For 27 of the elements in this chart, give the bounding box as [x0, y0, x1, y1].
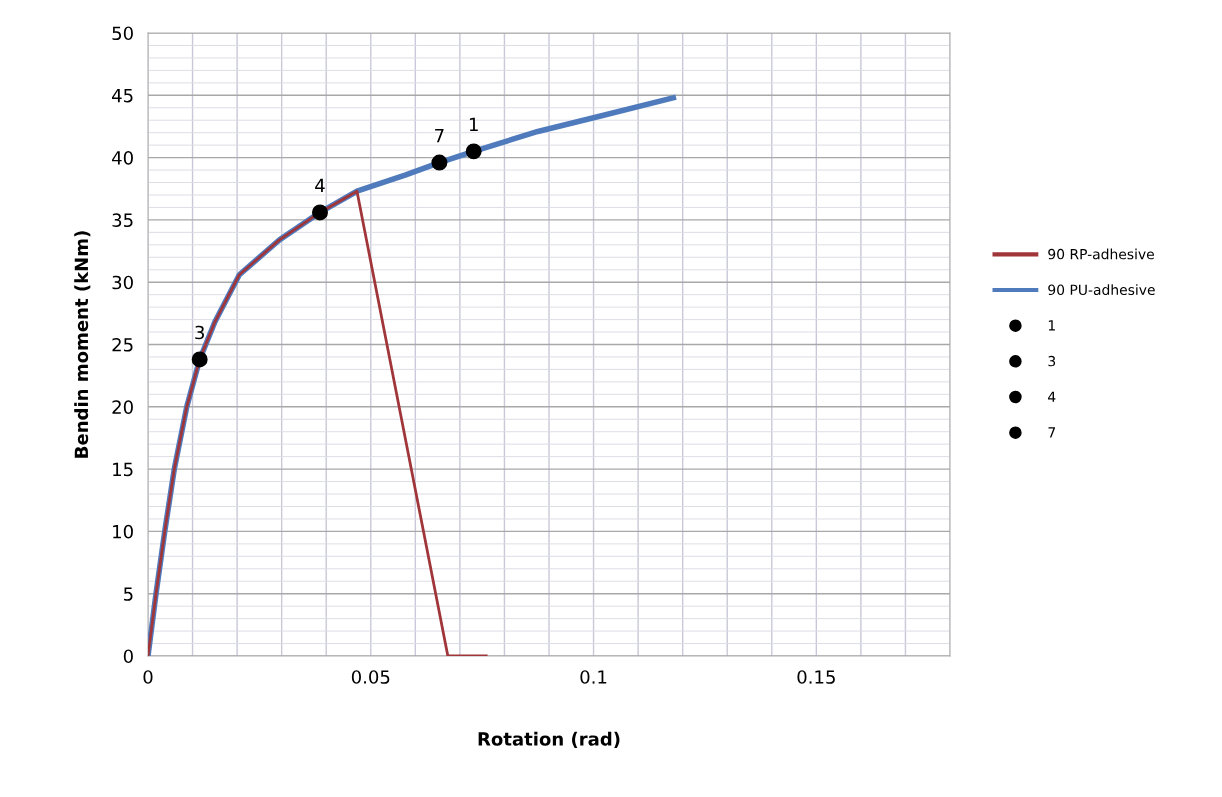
text: 1 [469, 117, 478, 131]
y-tick-label: 35 [112, 213, 133, 228]
y-tick-label: 5 [124, 587, 133, 601]
legend-label: 3 [1048, 355, 1056, 367]
legend-label: 90 RP-adhesive [1048, 248, 1154, 260]
legend-label: 1 [1048, 320, 1055, 331]
y-axis-title: Bendin moment (kNm) [74, 231, 91, 458]
y-tick-label: 45 [112, 89, 133, 103]
legend-label: 7 [1048, 427, 1056, 438]
y-tick-label: 50 [112, 26, 133, 41]
y-tick-label: 40 [112, 151, 133, 165]
y-tick-label: 0 [123, 649, 133, 664]
x-tick-label: 0.1 [580, 670, 607, 684]
x-tick-label: 0.05 [351, 670, 390, 684]
legend-label: 90 PU-adhesive [1048, 284, 1155, 296]
y-tick-label: 30 [112, 275, 133, 290]
x-tick-label: 0.15 [797, 670, 835, 684]
legend-label: 4 [1048, 391, 1056, 402]
text: 7 [435, 129, 444, 143]
text: 3 [195, 325, 204, 340]
text: 4 [315, 178, 325, 192]
x-tick-label: 0 [143, 670, 153, 684]
x-axis-title: Rotation (rad) [478, 731, 620, 748]
y-tick-label: 15 [113, 462, 133, 477]
y-tick-label: 20 [112, 400, 133, 414]
y-tick-label: 25 [112, 337, 133, 352]
y-tick-label: 10 [113, 524, 133, 539]
